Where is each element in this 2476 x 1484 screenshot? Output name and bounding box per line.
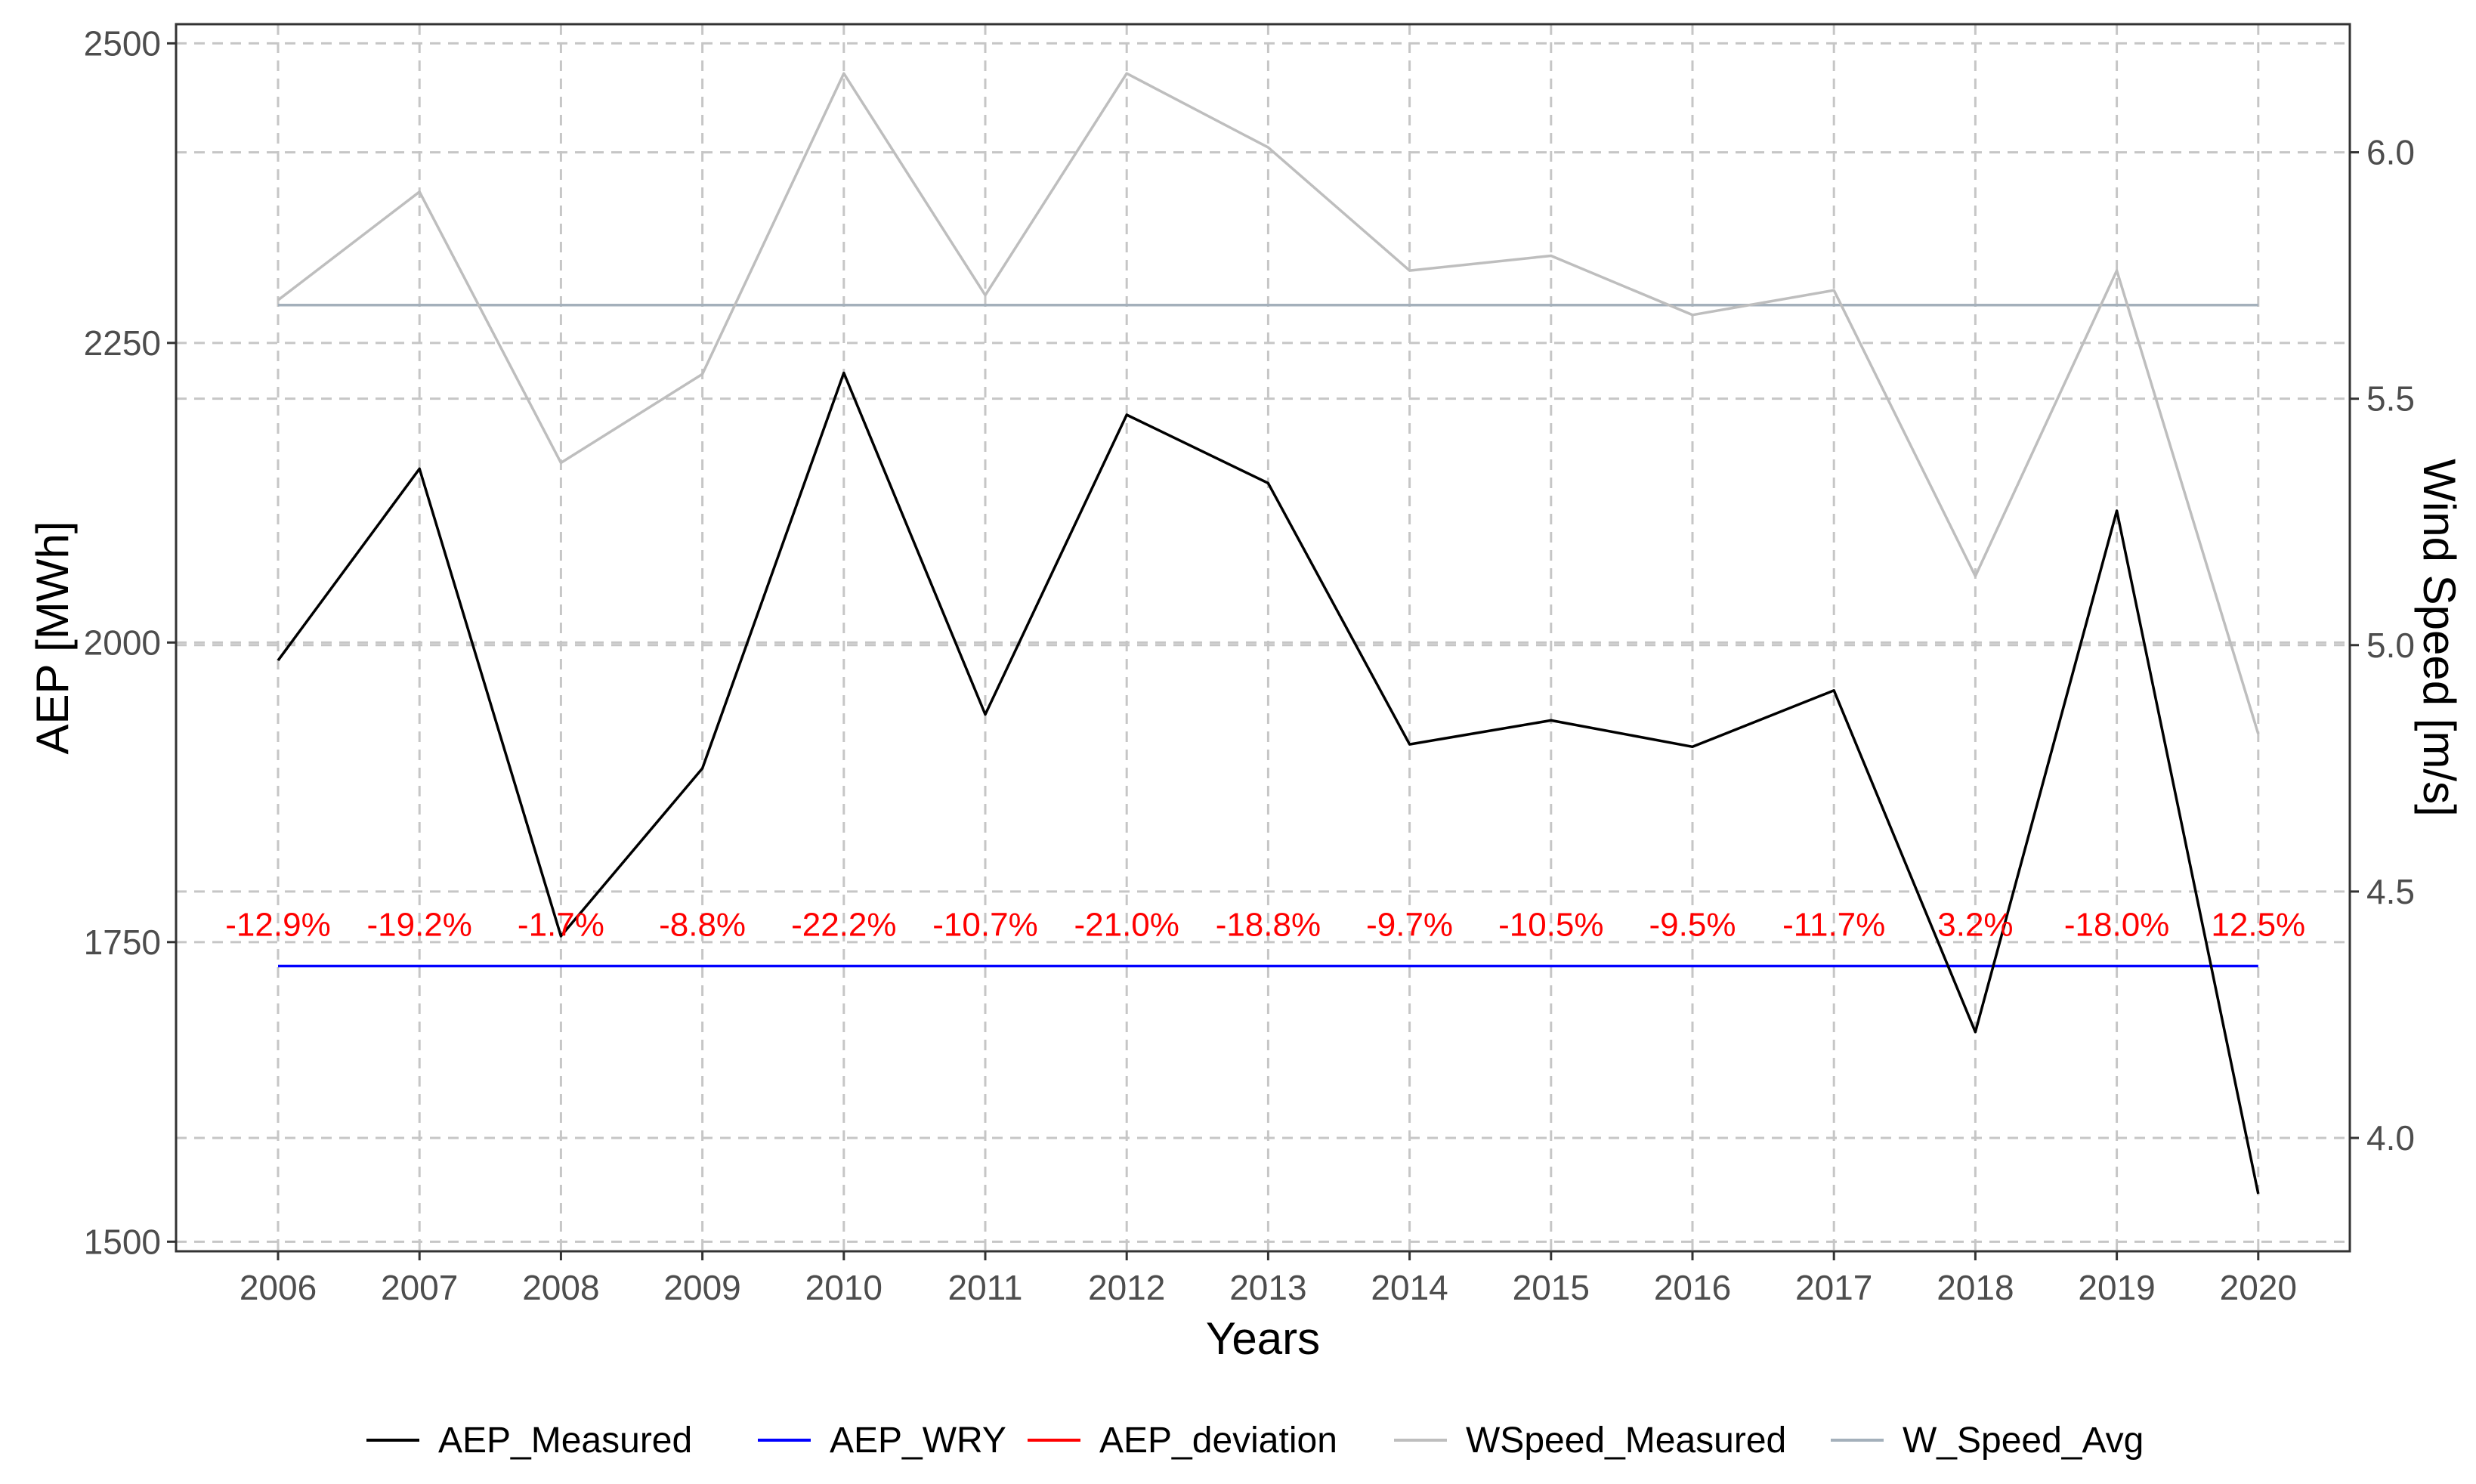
y2-tick-label: 5.5 <box>2366 379 2415 419</box>
y-tick-label: 1750 <box>84 923 161 962</box>
legend-label-AEP_Measured: AEP_Measured <box>438 1421 692 1461</box>
x-tick-label: 2009 <box>663 1268 740 1307</box>
x-axis-title: Years <box>1206 1313 1320 1364</box>
series-line-AEP_Measured <box>277 371 2260 1195</box>
y2-tick-label: 4.0 <box>2366 1118 2415 1158</box>
plot-border <box>175 23 2351 1253</box>
x-tick-label: 2015 <box>1513 1268 1590 1307</box>
deviation-label: -10.5% <box>1498 907 1603 944</box>
y2-tick-label: 5.0 <box>2366 626 2415 665</box>
deviation-label: -19.2% <box>366 907 471 944</box>
x-tick-label: 2020 <box>2220 1268 2297 1307</box>
legend-label-W_Speed_Avg: W_Speed_Avg <box>1903 1421 2144 1461</box>
deviation-label: -8.8% <box>659 907 746 944</box>
deviation-label: -11.7% <box>1782 907 1885 944</box>
legend-label-WSpeed_Measured: WSpeed_Measured <box>1466 1421 1786 1461</box>
deviation-label: -22.2% <box>791 907 896 944</box>
x-tick-label: 2011 <box>948 1268 1023 1307</box>
y-axis-title: AEP [MWh] <box>27 521 78 755</box>
x-tick-label: 2006 <box>240 1268 317 1307</box>
legend: AEP_Measured AEP_WRY AEP_deviation WSpeed_M… <box>366 1421 2144 1461</box>
series-layer <box>277 72 2260 1195</box>
deviation-label: -1.7% <box>518 907 604 944</box>
deviation-label: -18.8% <box>1216 907 1321 944</box>
deviation-labels: -12.9% -19.2% -1.7% -8.8% -22.2% -10.7% -21.0%… <box>225 907 2305 944</box>
y-tick-label: 2500 <box>84 23 161 63</box>
deviation-label: -9.5% <box>1649 907 1736 944</box>
grid <box>176 24 2350 1251</box>
x-tick-label: 2014 <box>1371 1268 1448 1307</box>
x-tick-label: 2012 <box>1088 1268 1165 1307</box>
deviation-label: -12.9% <box>225 907 330 944</box>
deviation-label: -9.7% <box>1366 907 1453 944</box>
x-tick-label: 2010 <box>805 1268 883 1307</box>
deviation-label: -18.0% <box>2064 907 2169 944</box>
legend-label-AEP_deviation: AEP_deviation <box>1099 1421 1337 1461</box>
deviation-label: 12.5% <box>2211 907 2305 944</box>
axes: 1500 1750 2000 2250 2500 4.0 4.5 5.0 5.5 6.0 2006 2… <box>84 23 2415 1307</box>
y-tick-label: 2250 <box>84 323 161 363</box>
x-tick-label: 2007 <box>381 1268 458 1307</box>
x-tick-label: 2017 <box>1795 1268 1872 1307</box>
deviation-label: -10.7% <box>932 907 1037 944</box>
y2-tick-label: 6.0 <box>2366 133 2415 172</box>
legend-label-AEP_WRY: AEP_WRY <box>830 1421 1006 1461</box>
x-tick-label: 2019 <box>2078 1268 2155 1307</box>
y-tick-label: 1500 <box>84 1222 161 1261</box>
y2-axis-title: Wind Speed [m/s] <box>2414 459 2465 817</box>
deviation-label: 3.2% <box>1937 907 2013 944</box>
x-tick-label: 2018 <box>1937 1268 2014 1307</box>
x-tick-label: 2013 <box>1229 1268 1306 1307</box>
deviation-label: -21.0% <box>1074 907 1179 944</box>
x-tick-label: 2008 <box>522 1268 599 1307</box>
y2-tick-label: 4.5 <box>2366 872 2415 911</box>
y-tick-label: 2000 <box>84 623 161 662</box>
series-line-WSpeed_Measured <box>277 72 2260 734</box>
x-tick-label: 2016 <box>1654 1268 1731 1307</box>
